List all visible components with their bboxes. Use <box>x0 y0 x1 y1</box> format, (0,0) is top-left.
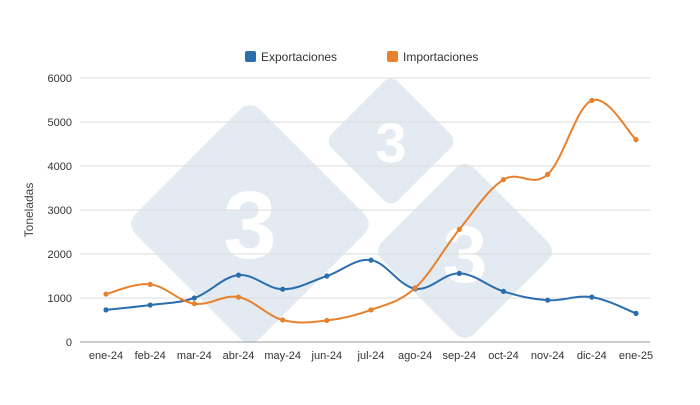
data-point[interactable] <box>589 294 595 300</box>
data-point[interactable] <box>280 286 286 292</box>
x-tick-label: feb-24 <box>135 350 166 362</box>
x-tick-label: oct-24 <box>488 350 519 362</box>
data-point[interactable] <box>456 226 462 232</box>
x-tick-label: sep-24 <box>443 350 477 362</box>
legend-label: Exportaciones <box>261 50 337 64</box>
x-tick-label: dic-24 <box>577 350 607 362</box>
y-axis-label: Toneladas <box>22 183 36 238</box>
data-point[interactable] <box>545 297 551 303</box>
y-tick-label: 4000 <box>48 161 72 173</box>
data-point[interactable] <box>280 317 286 323</box>
data-point[interactable] <box>324 273 330 279</box>
watermark-digit-large: 3 <box>223 172 276 279</box>
data-point[interactable] <box>545 171 551 177</box>
data-point[interactable] <box>633 310 639 316</box>
data-point[interactable] <box>191 295 197 301</box>
watermark-digit-small: 3 <box>375 111 406 174</box>
legend-label: Importaciones <box>403 50 478 64</box>
data-point[interactable] <box>368 307 374 313</box>
data-point[interactable] <box>589 97 595 104</box>
series-importaciones <box>103 97 639 324</box>
legend-item-importaciones[interactable]: Importaciones <box>387 50 478 64</box>
y-axis-ticks: 0 1000 2000 3000 4000 5000 6000 <box>48 73 72 349</box>
data-point[interactable] <box>103 307 109 313</box>
x-tick-label: ene-25 <box>619 350 653 362</box>
data-point[interactable] <box>235 272 242 278</box>
x-tick-label: may-24 <box>264 350 301 362</box>
x-tick-label: ago-24 <box>398 350 432 362</box>
x-tick-label: abr-24 <box>223 350 255 362</box>
y-tick-label: 6000 <box>48 73 72 85</box>
data-point[interactable] <box>368 257 374 263</box>
y-tick-label: 3000 <box>48 205 72 217</box>
x-tick-label: jun-24 <box>311 350 343 362</box>
x-tick-label: mar-24 <box>177 350 212 362</box>
legend-swatch <box>387 51 398 62</box>
data-point[interactable] <box>500 288 507 294</box>
x-tick-label: ene-24 <box>89 350 123 362</box>
x-tick-label: nov-24 <box>531 350 565 362</box>
data-point[interactable] <box>235 294 242 300</box>
data-point[interactable] <box>412 285 418 291</box>
y-tick-label: 2000 <box>48 249 72 261</box>
data-point[interactable] <box>191 301 197 307</box>
data-point[interactable] <box>103 291 109 297</box>
y-tick-label: 0 <box>66 337 72 349</box>
watermark-logo: 3 3 3 <box>131 78 552 343</box>
y-tick-label: 5000 <box>48 117 72 129</box>
legend-item-exportaciones[interactable]: Exportaciones <box>245 50 337 64</box>
series-group <box>103 97 639 324</box>
legend-swatch <box>245 51 256 62</box>
legend[interactable]: Exportaciones Importaciones <box>245 50 478 64</box>
x-tick-label: jul-24 <box>357 350 385 362</box>
data-point[interactable] <box>324 317 330 324</box>
data-point[interactable] <box>147 281 153 287</box>
data-point[interactable] <box>456 270 462 276</box>
data-point[interactable] <box>147 302 153 308</box>
y-tick-label: 1000 <box>48 293 72 305</box>
data-point[interactable] <box>633 137 639 143</box>
x-axis-ticks: ene-24 feb-24 mar-24 abr-24 may-24 jun-24 jul-… <box>89 350 653 362</box>
data-point[interactable] <box>500 177 507 183</box>
